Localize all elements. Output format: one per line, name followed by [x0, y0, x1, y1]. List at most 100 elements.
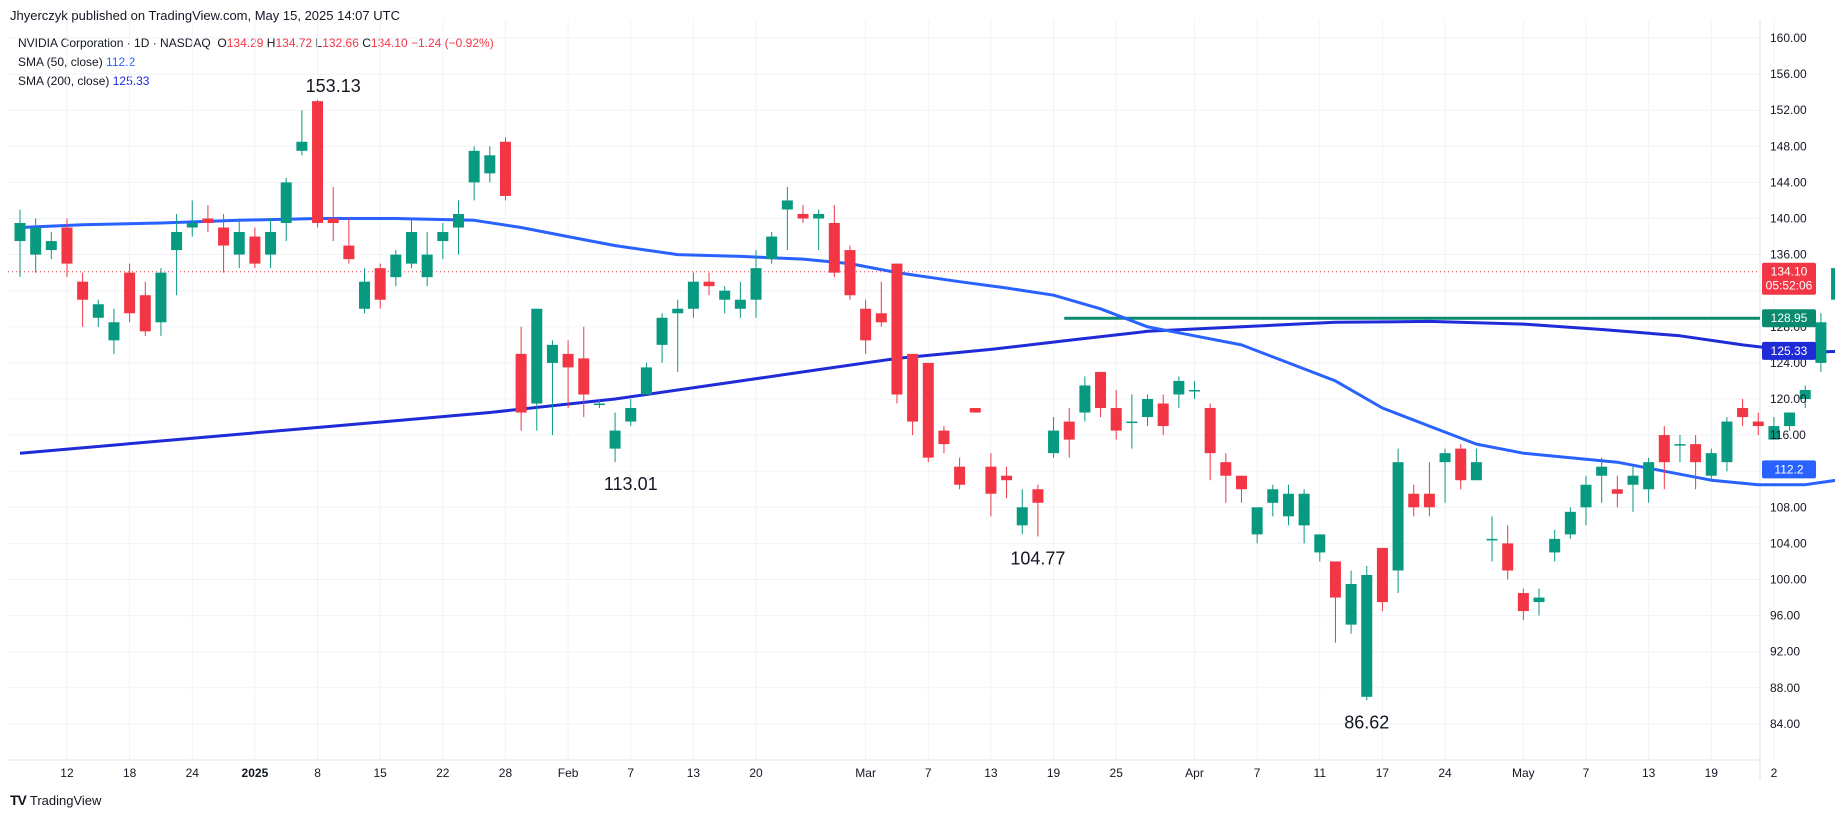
sma200-line[interactable]: [19, 319, 1835, 455]
candle[interactable]: [1314, 534, 1326, 562]
candle[interactable]: [1580, 475, 1592, 526]
candle[interactable]: [531, 308, 543, 431]
candle[interactable]: [1126, 394, 1138, 449]
candle[interactable]: [593, 399, 605, 409]
candle[interactable]: [124, 263, 136, 323]
candle[interactable]: [1048, 417, 1060, 458]
sma200-row[interactable]: SMA (200, close) 125.33: [18, 72, 494, 91]
candle[interactable]: [1095, 371, 1107, 418]
candle[interactable]: [1705, 448, 1717, 481]
candle[interactable]: [77, 272, 89, 327]
candle[interactable]: [609, 412, 621, 463]
candle[interactable]: [1596, 457, 1608, 503]
candle[interactable]: [1784, 412, 1796, 431]
candle[interactable]: [406, 218, 417, 269]
candle[interactable]: [1627, 466, 1639, 512]
candle[interactable]: [640, 362, 652, 395]
candle[interactable]: [1815, 313, 1827, 372]
candle[interactable]: [1721, 417, 1733, 472]
candle[interactable]: [484, 146, 496, 183]
candle[interactable]: [312, 100, 324, 228]
candle[interactable]: [1564, 507, 1576, 539]
candle[interactable]: [719, 286, 731, 314]
candle[interactable]: [202, 204, 214, 233]
candle[interactable]: [1329, 561, 1341, 643]
candle[interactable]: [1016, 489, 1028, 535]
candle[interactable]: [45, 232, 57, 260]
candle[interactable]: [452, 200, 464, 255]
candle[interactable]: [1142, 394, 1154, 427]
candle[interactable]: [1251, 507, 1263, 544]
candle[interactable]: [1189, 380, 1200, 399]
candle[interactable]: [1768, 417, 1780, 440]
candle[interactable]: [1643, 457, 1655, 503]
footer-brand[interactable]: TV TradingView: [10, 792, 101, 808]
candle[interactable]: [249, 227, 261, 269]
candle[interactable]: [813, 209, 825, 251]
candle[interactable]: [797, 204, 809, 224]
candlesticks[interactable]: [14, 100, 1835, 701]
candle[interactable]: [860, 299, 872, 354]
candle[interactable]: [218, 213, 230, 273]
candle[interactable]: [922, 362, 934, 463]
candle[interactable]: [1502, 525, 1514, 580]
candle[interactable]: [1690, 435, 1702, 490]
candle[interactable]: [1674, 435, 1686, 463]
candle[interactable]: [687, 272, 699, 318]
candle[interactable]: [1470, 448, 1482, 481]
candle[interactable]: [1361, 565, 1373, 701]
candle[interactable]: [280, 177, 292, 242]
candle[interactable]: [1032, 484, 1044, 537]
candle[interactable]: [1517, 588, 1529, 621]
candle[interactable]: [61, 218, 73, 278]
candle[interactable]: [907, 353, 919, 436]
candle[interactable]: [1439, 448, 1451, 503]
candle[interactable]: [139, 281, 151, 336]
candle[interactable]: [766, 232, 778, 264]
candle[interactable]: [954, 457, 966, 490]
symbol-name[interactable]: NVIDIA Corporation · 1D · NASDAQ: [18, 36, 211, 50]
candle[interactable]: [1831, 264, 1835, 314]
candle[interactable]: [92, 299, 104, 327]
candle[interactable]: [1220, 453, 1232, 503]
candle[interactable]: [1235, 475, 1247, 503]
candle[interactable]: [1392, 448, 1404, 594]
candle[interactable]: [750, 250, 762, 318]
candle[interactable]: [421, 232, 433, 287]
candle[interactable]: [1157, 394, 1169, 436]
candle[interactable]: [1486, 516, 1498, 562]
candle[interactable]: [703, 272, 715, 296]
price-chart[interactable]: 153.13 113.01 104.77 86.62 160.00 156.00 152.…: [0, 0, 1835, 790]
candle[interactable]: [1408, 484, 1420, 517]
candle[interactable]: [1204, 403, 1216, 481]
candle[interactable]: [499, 137, 511, 201]
price-axis[interactable]: 160.00 156.00 152.00 148.00 144.00 140.00 136.…: [1770, 31, 1807, 731]
candle[interactable]: [1267, 484, 1279, 517]
candle[interactable]: [969, 408, 981, 413]
candle[interactable]: [844, 245, 856, 300]
candle[interactable]: [1752, 412, 1764, 436]
candle[interactable]: [1298, 489, 1310, 544]
candle[interactable]: [1079, 376, 1091, 422]
candle[interactable]: [656, 313, 668, 363]
candle[interactable]: [1001, 466, 1013, 499]
candle[interactable]: [186, 200, 198, 237]
candle[interactable]: [1549, 529, 1561, 562]
candle[interactable]: [781, 186, 793, 251]
candle[interactable]: [1455, 444, 1467, 490]
sma50-row[interactable]: SMA (50, close) 112.2: [18, 53, 494, 72]
candle[interactable]: [1110, 389, 1122, 440]
candle[interactable]: [1533, 588, 1545, 616]
candle[interactable]: [625, 399, 637, 427]
candle[interactable]: [578, 326, 590, 418]
candle[interactable]: [1282, 484, 1294, 526]
time-axis[interactable]: 12 18 24 2025 8 15 22 28 Feb 7 13 20 Mar 7 13 19 25 Apr 7 1…: [60, 766, 1777, 780]
candle[interactable]: [296, 110, 308, 156]
candle[interactable]: [985, 453, 997, 517]
candle[interactable]: [546, 340, 558, 436]
candle[interactable]: [1173, 376, 1185, 409]
candle[interactable]: [1423, 462, 1435, 517]
candle[interactable]: [672, 299, 684, 372]
candle[interactable]: [30, 218, 42, 273]
candle[interactable]: [359, 268, 371, 314]
